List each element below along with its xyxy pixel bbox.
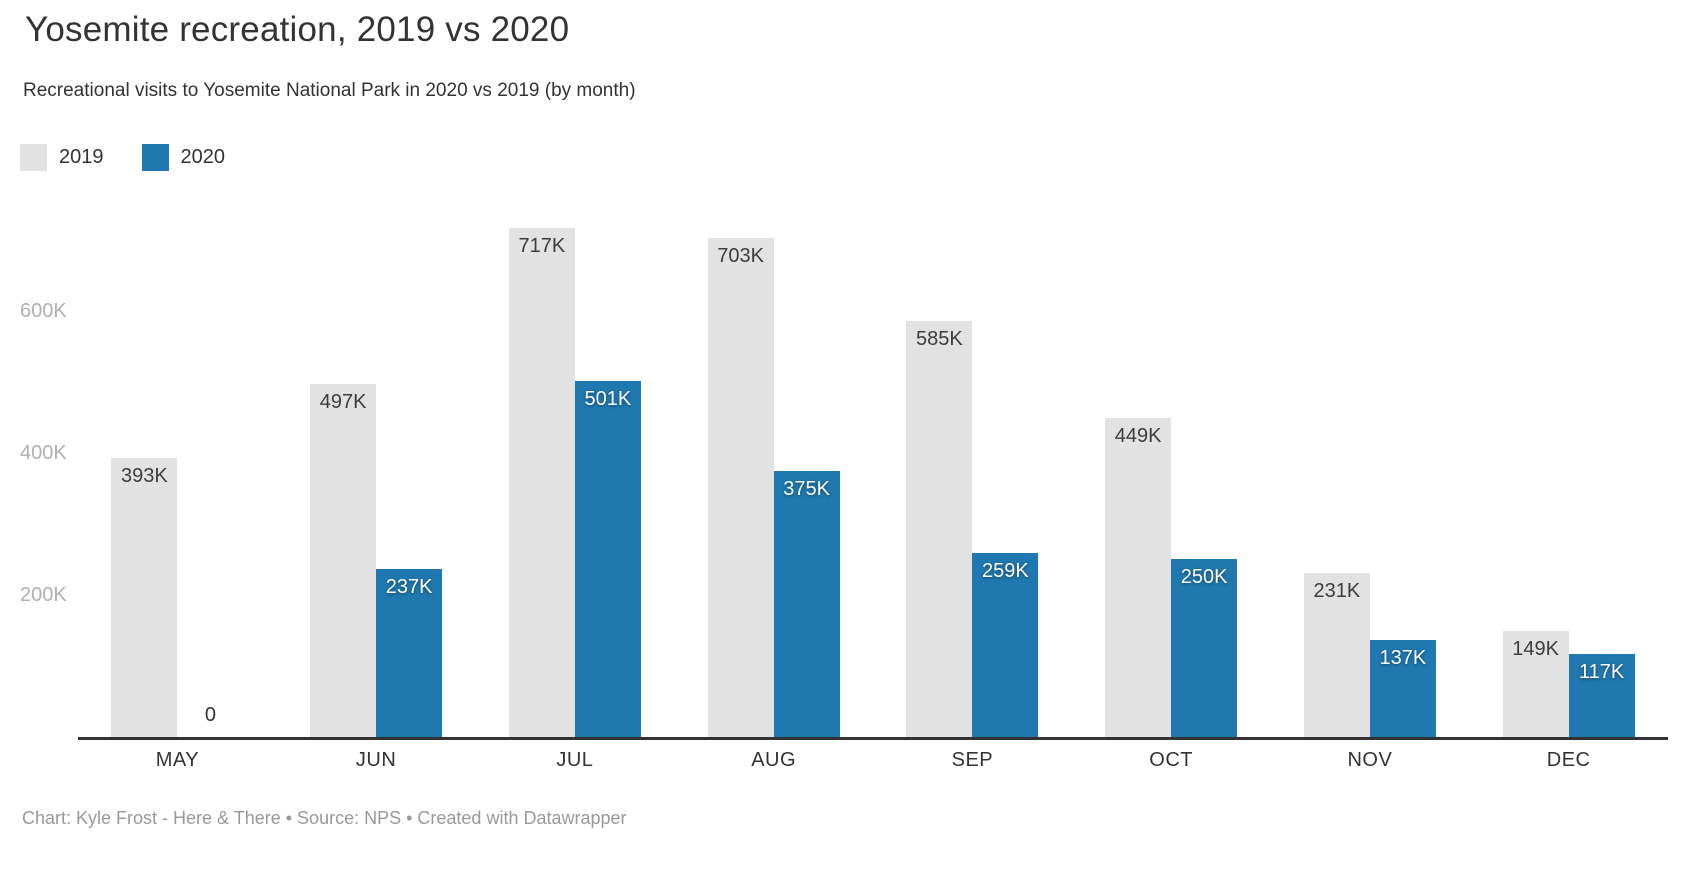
month-group-nov: 231K 137K — [1271, 188, 1470, 737]
legend-item-2019: 2019 — [20, 144, 104, 171]
value-label-2020-sep: 259K — [982, 560, 1029, 582]
month-group-aug: 703K 375K — [674, 188, 873, 737]
bar-2019-dec[interactable]: 149K — [1502, 631, 1569, 737]
x-tick-label-dec: DEC — [1546, 749, 1591, 771]
value-label-2019-may: 393K — [121, 465, 168, 487]
x-tick-label-nov: NOV — [1347, 749, 1393, 771]
month-group-sep: 585K 259K — [873, 188, 1072, 737]
bar-2019-may[interactable]: 393K — [111, 458, 178, 737]
value-label-2020-nov: 137K — [1379, 647, 1427, 669]
value-label-2019-jul: 717K — [518, 235, 566, 257]
value-label-2020-oct: 250K — [1180, 566, 1228, 588]
legend-swatch-2020 — [141, 144, 169, 171]
y-tick-label-600: 600K — [20, 299, 67, 322]
x-tick-label-may: MAY — [155, 749, 200, 771]
bar-2020-dec[interactable]: 117K — [1568, 654, 1635, 737]
bar-2019-sep[interactable]: 585K — [906, 321, 973, 737]
month-group-dec: 149K 117K — [1469, 188, 1668, 737]
bar-2019-jul[interactable]: 717K — [508, 228, 575, 737]
bar-2020-jul[interactable]: 501K — [574, 381, 641, 737]
value-label-2019-jun: 497K — [319, 391, 367, 413]
value-label-2019-sep: 585K — [916, 328, 963, 350]
value-label-2019-aug: 703K — [717, 245, 764, 267]
bar-2020-jun[interactable]: 237K — [376, 569, 443, 737]
value-label-2019-nov: 231K — [1313, 580, 1361, 602]
legend-label-2019: 2019 — [59, 146, 104, 168]
plot-area: 393K 0 497K 237K 717K 501K 703K 375K 585K 259K 449… — [78, 188, 1668, 740]
bar-2019-oct[interactable]: 449K — [1105, 418, 1172, 737]
value-label-2019-oct: 449K — [1114, 425, 1162, 447]
value-label-2020-aug: 375K — [783, 478, 830, 500]
bar-2020-sep[interactable]: 259K — [972, 553, 1039, 737]
chart-subtitle: Recreational visits to Yosemite National… — [23, 80, 636, 101]
month-group-may: 393K 0 — [78, 188, 277, 737]
bar-2020-nov[interactable]: 137K — [1369, 640, 1436, 737]
value-label-2020-jun: 237K — [385, 576, 433, 598]
bar-2019-nov[interactable]: 231K — [1303, 573, 1370, 737]
x-axis-labels: MAY JUN JUL AUG SEP OCT NOV DEC — [78, 749, 1668, 772]
value-label-2020-may: 0 — [204, 704, 216, 726]
month-group-jul: 717K 501K — [476, 188, 675, 737]
chart-legend: 2019 2020 — [20, 144, 225, 171]
x-tick-label-oct: OCT — [1149, 749, 1193, 771]
bar-2020-oct[interactable]: 250K — [1171, 559, 1238, 737]
x-tick-label-jun: JUN — [355, 749, 397, 771]
value-label-2019-dec: 149K — [1512, 638, 1559, 660]
y-tick-label-200: 200K — [20, 583, 67, 606]
chart-title: Yosemite recreation, 2019 vs 2020 — [25, 10, 570, 49]
y-tick-label-400: 400K — [20, 441, 67, 464]
month-group-jun: 497K 237K — [277, 188, 476, 737]
bar-2019-aug[interactable]: 703K — [707, 238, 774, 737]
legend-item-2020: 2020 — [141, 144, 226, 171]
chart-footer: Chart: Kyle Frost - Here & There • Sourc… — [22, 808, 627, 828]
x-tick-label-jul: JUL — [556, 749, 594, 771]
month-group-oct: 449K 250K — [1072, 188, 1271, 737]
bar-2019-jun[interactable]: 497K — [310, 384, 377, 737]
legend-label-2020: 2020 — [180, 146, 226, 168]
bar-2020-aug[interactable]: 375K — [773, 471, 840, 737]
legend-swatch-2019 — [20, 144, 47, 171]
value-label-2020-dec: 117K — [1579, 661, 1625, 683]
x-tick-label-sep: SEP — [951, 749, 994, 771]
x-tick-label-aug: AUG — [751, 749, 797, 771]
value-label-2020-jul: 501K — [584, 388, 632, 410]
